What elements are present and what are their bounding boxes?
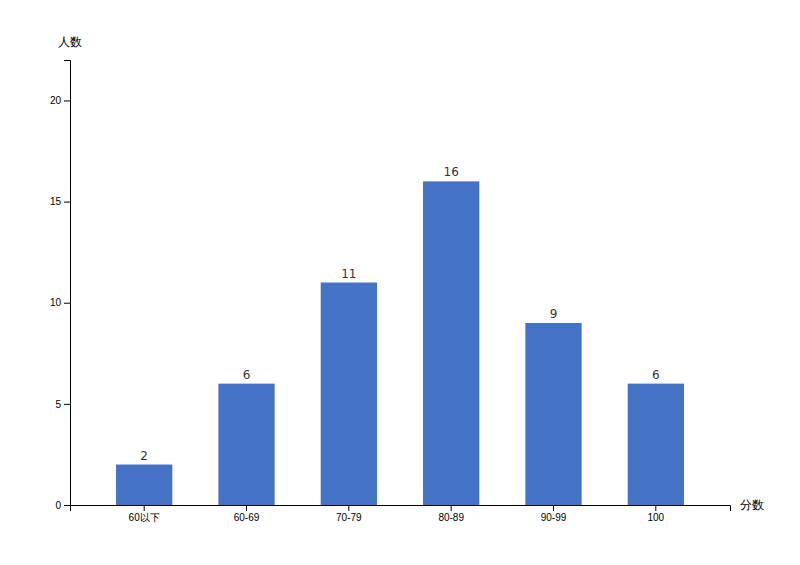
data-label: 11	[341, 267, 356, 281]
tick-mark	[553, 505, 554, 511]
tick-mark	[451, 505, 452, 511]
tick-label: 20	[50, 95, 62, 106]
tick-label: 0	[55, 500, 61, 511]
data-label: 6	[652, 368, 660, 382]
tick: 0	[55, 500, 70, 511]
tick-label: 10	[50, 297, 62, 308]
bar	[218, 384, 274, 505]
tick: 60以下	[129, 505, 160, 523]
axis-line	[64, 61, 71, 506]
tick-mark	[246, 505, 247, 511]
data-label: 2	[140, 449, 148, 463]
tick-mark	[655, 505, 656, 511]
tick: 100	[647, 505, 664, 523]
tick-label: 80-89	[438, 512, 464, 523]
tick: 70-79	[336, 505, 362, 523]
tick-mark	[144, 505, 145, 511]
x-axis: 60以下 60-69 70-79 80-89 90-99 100	[71, 505, 731, 523]
tick: 80-89	[438, 505, 464, 523]
bar	[321, 283, 377, 506]
chart: 60以下 60-69 70-79 80-89 90-99 100 0 5 10 15 20 2 6 11 1…	[0, 0, 800, 565]
y-axis: 0 5 10 15 20	[50, 61, 71, 511]
bar	[116, 465, 172, 505]
tick-mark	[348, 505, 349, 511]
tick-mark	[64, 505, 70, 506]
plot: 60以下 60-69 70-79 80-89 90-99 100 0 5 10 15 20 2 6 11 1…	[50, 35, 764, 523]
y-axis-title: 人数	[58, 35, 82, 49]
tick: 20	[50, 95, 70, 106]
tick-mark	[64, 202, 70, 203]
tick-label: 70-79	[336, 512, 362, 523]
x-axis-title: 分数	[740, 498, 764, 512]
tick-mark	[64, 404, 70, 405]
tick-label: 60以下	[129, 512, 160, 523]
tick: 15	[50, 196, 70, 207]
tick: 5	[55, 399, 70, 410]
tick-label: 100	[647, 512, 664, 523]
tick-label: 90-99	[541, 512, 567, 523]
bars	[116, 181, 684, 505]
tick: 90-99	[541, 505, 567, 523]
tick-label: 60-69	[234, 512, 260, 523]
bar	[423, 181, 479, 505]
data-label: 16	[444, 165, 459, 179]
tick-label: 5	[55, 399, 61, 410]
tick-label: 15	[50, 196, 62, 207]
tick: 10	[50, 297, 70, 308]
data-label: 9	[550, 307, 558, 321]
data-label: 6	[243, 368, 251, 382]
tick: 60-69	[234, 505, 260, 523]
axis-line	[71, 506, 731, 512]
bar	[628, 384, 684, 505]
bar	[525, 323, 581, 505]
data-labels: 2 6 11 16 9 6	[140, 165, 659, 462]
tick-mark	[64, 100, 70, 101]
tick-mark	[64, 303, 70, 304]
